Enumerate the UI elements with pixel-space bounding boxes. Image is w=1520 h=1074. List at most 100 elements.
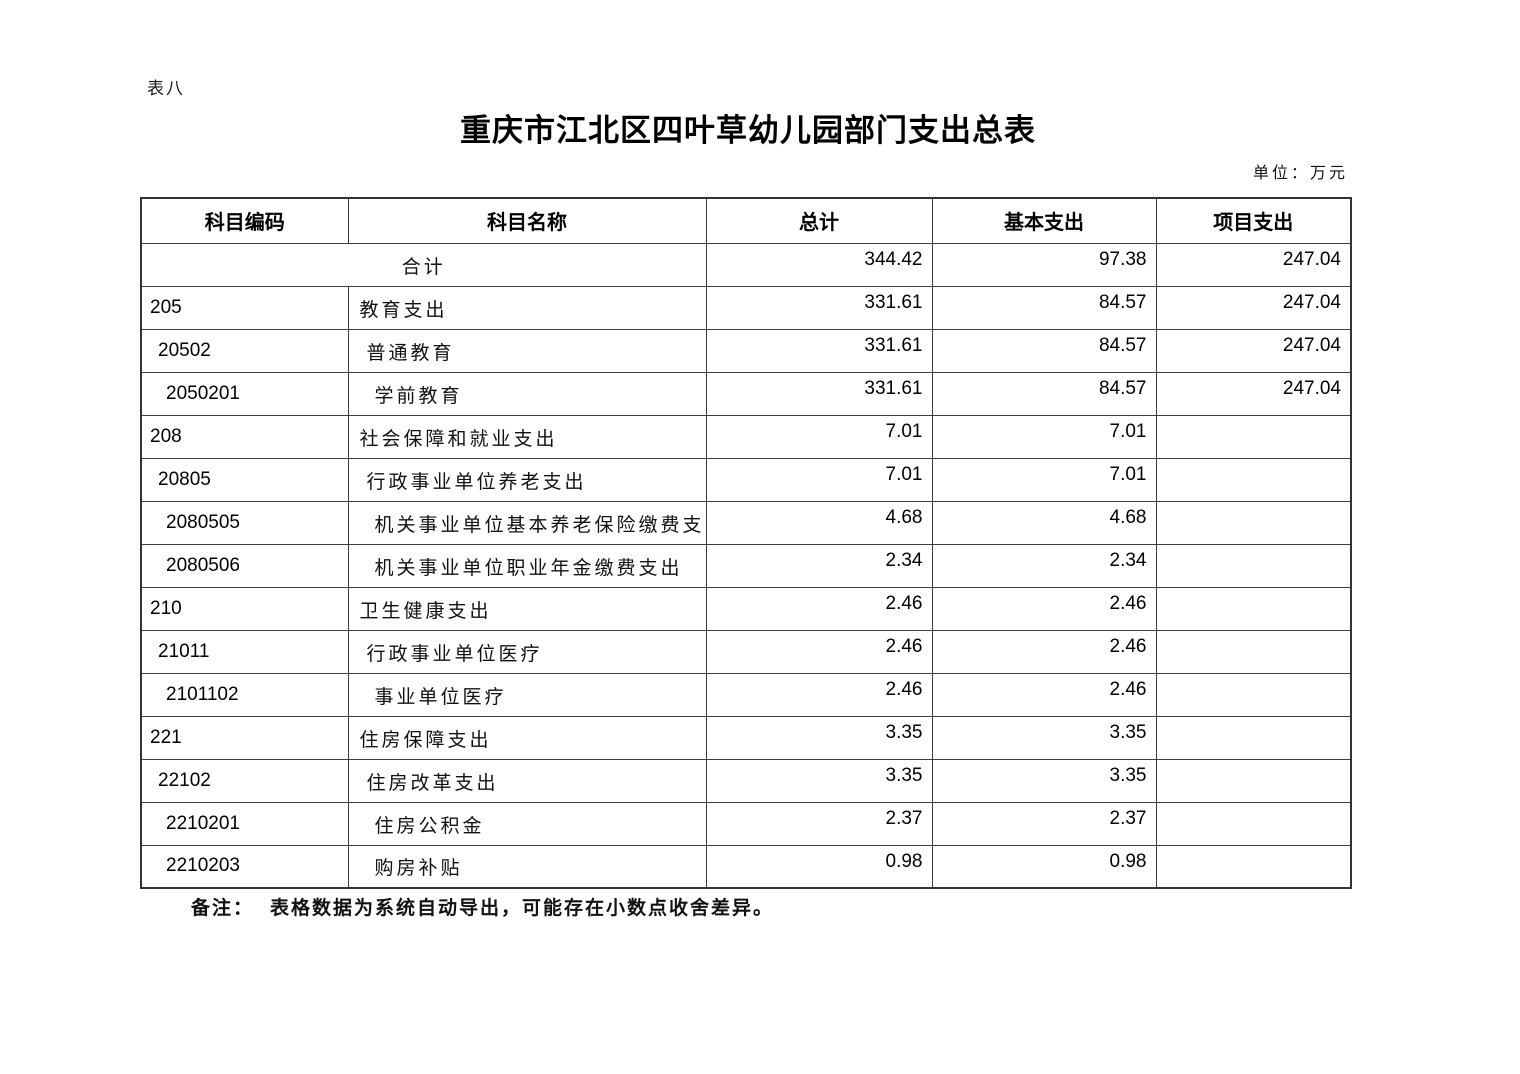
project-cell: 247.04 (1155, 371, 1352, 416)
table-row: 2050201 学前教育 331.61 84.57 247.04 (140, 371, 1352, 416)
project-cell (1155, 672, 1352, 717)
code-cell: 2210203 (140, 844, 349, 889)
code-cell: 2050201 (140, 371, 349, 416)
name-cell: 住房保障支出 (347, 715, 707, 760)
name-cell: 事业单位医疗 (347, 672, 707, 717)
summary-basic-cell: 97.38 (931, 242, 1157, 287)
table-row: 2080505 机关事业单位基本养老保险缴费支 4.68 4.68 (140, 500, 1352, 545)
summary-label-cell: 合计 (140, 242, 707, 287)
basic-cell: 2.37 (931, 801, 1157, 846)
page-title: 重庆市江北区四叶草幼儿园部门支出总表 (460, 113, 1036, 148)
code-cell: 210 (140, 586, 349, 631)
table-row: 20502 普通教育 331.61 84.57 247.04 (140, 328, 1352, 373)
project-cell: 247.04 (1155, 285, 1352, 330)
sheet-number-label: 表八 (147, 79, 185, 98)
basic-cell: 0.98 (931, 844, 1157, 889)
name-cell: 住房公积金 (347, 801, 707, 846)
total-cell: 7.01 (705, 414, 933, 459)
total-cell: 331.61 (705, 285, 933, 330)
project-cell (1155, 629, 1352, 674)
column-header-subject-name: 科目名称 (347, 197, 707, 244)
project-cell (1155, 500, 1352, 545)
table-header-row: 科目编码 科目名称 总计 基本支出 项目支出 (140, 197, 1352, 244)
name-cell: 普通教育 (347, 328, 707, 373)
table-row: 208 社会保障和就业支出 7.01 7.01 (140, 414, 1352, 459)
code-cell: 2080505 (140, 500, 349, 545)
code-cell: 2080506 (140, 543, 349, 588)
total-cell: 3.35 (705, 758, 933, 803)
summary-project-cell: 247.04 (1155, 242, 1352, 287)
footnote-label: 备注： (191, 898, 255, 919)
total-cell: 3.35 (705, 715, 933, 760)
total-cell: 2.46 (705, 586, 933, 631)
unit-label: 单位：万元 (1252, 165, 1348, 182)
expenditure-summary-table: 科目编码 科目名称 总计 基本支出 项目支出 合计 344.42 97.38 2… (140, 197, 1352, 889)
name-cell: 行政事业单位医疗 (347, 629, 707, 674)
summary-total-cell: 344.42 (705, 242, 933, 287)
name-cell: 教育支出 (347, 285, 707, 330)
basic-cell: 84.57 (931, 371, 1157, 416)
code-cell: 2210201 (140, 801, 349, 846)
column-header-basic: 基本支出 (931, 197, 1157, 244)
project-cell (1155, 758, 1352, 803)
project-cell (1155, 844, 1352, 889)
total-cell: 331.61 (705, 371, 933, 416)
table-row: 205 教育支出 331.61 84.57 247.04 (140, 285, 1352, 330)
total-cell: 4.68 (705, 500, 933, 545)
total-cell: 2.37 (705, 801, 933, 846)
name-cell: 社会保障和就业支出 (347, 414, 707, 459)
basic-cell: 2.46 (931, 586, 1157, 631)
project-cell (1155, 457, 1352, 502)
basic-cell: 84.57 (931, 285, 1157, 330)
table-row: 210 卫生健康支出 2.46 2.46 (140, 586, 1352, 631)
project-cell (1155, 801, 1352, 846)
column-header-project: 项目支出 (1155, 197, 1352, 244)
basic-cell: 4.68 (931, 500, 1157, 545)
code-cell: 205 (140, 285, 349, 330)
basic-cell: 2.34 (931, 543, 1157, 588)
table-row: 20805 行政事业单位养老支出 7.01 7.01 (140, 457, 1352, 502)
code-cell: 2101102 (140, 672, 349, 717)
basic-cell: 7.01 (931, 457, 1157, 502)
total-cell: 331.61 (705, 328, 933, 373)
footnote-text: 表格数据为系统自动导出，可能存在小数点收舍差异。 (270, 898, 775, 919)
total-cell: 0.98 (705, 844, 933, 889)
code-cell: 221 (140, 715, 349, 760)
name-cell: 卫生健康支出 (347, 586, 707, 631)
basic-cell: 2.46 (931, 672, 1157, 717)
total-cell: 2.34 (705, 543, 933, 588)
summary-row: 合计 344.42 97.38 247.04 (140, 242, 1352, 287)
code-cell: 208 (140, 414, 349, 459)
basic-cell: 2.46 (931, 629, 1157, 674)
project-cell: 247.04 (1155, 328, 1352, 373)
table-row: 221 住房保障支出 3.35 3.35 (140, 715, 1352, 760)
table-row: 2101102 事业单位医疗 2.46 2.46 (140, 672, 1352, 717)
column-header-total: 总计 (705, 197, 933, 244)
basic-cell: 84.57 (931, 328, 1157, 373)
name-cell: 住房改革支出 (347, 758, 707, 803)
total-cell: 7.01 (705, 457, 933, 502)
name-cell: 机关事业单位职业年金缴费支出 (347, 543, 707, 588)
basic-cell: 7.01 (931, 414, 1157, 459)
project-cell (1155, 586, 1352, 631)
code-cell: 20502 (140, 328, 349, 373)
footnote: 备注： 表格数据为系统自动导出，可能存在小数点收舍差异。 (191, 893, 774, 920)
code-cell: 21011 (140, 629, 349, 674)
project-cell (1155, 414, 1352, 459)
name-cell: 机关事业单位基本养老保险缴费支 (347, 500, 707, 545)
name-cell: 购房补贴 (347, 844, 707, 889)
table-row: 22102 住房改革支出 3.35 3.35 (140, 758, 1352, 803)
basic-cell: 3.35 (931, 715, 1157, 760)
table-row: 21011 行政事业单位医疗 2.46 2.46 (140, 629, 1352, 674)
project-cell (1155, 715, 1352, 760)
table-row: 2210201 住房公积金 2.37 2.37 (140, 801, 1352, 846)
column-header-subject-code: 科目编码 (140, 197, 349, 244)
total-cell: 2.46 (705, 629, 933, 674)
project-cell (1155, 543, 1352, 588)
code-cell: 22102 (140, 758, 349, 803)
name-cell: 行政事业单位养老支出 (347, 457, 707, 502)
name-cell: 学前教育 (347, 371, 707, 416)
table-row: 2210203 购房补贴 0.98 0.98 (140, 844, 1352, 889)
code-cell: 20805 (140, 457, 349, 502)
basic-cell: 3.35 (931, 758, 1157, 803)
